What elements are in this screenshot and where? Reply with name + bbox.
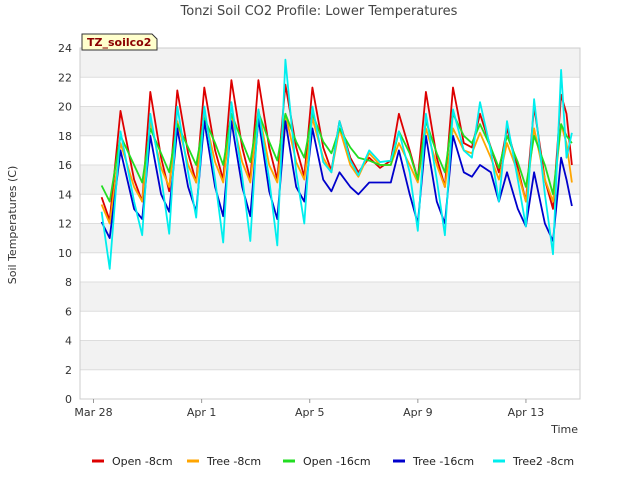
series-line-tree2-8cm — [100, 58, 573, 270]
y-tick-label: 20 — [58, 101, 72, 114]
y-tick-label: 2 — [65, 364, 72, 377]
x-tick-label: Apr 5 — [295, 406, 325, 419]
x-tick-label: Apr 13 — [508, 406, 545, 419]
series-line-tree-16cm — [100, 117, 573, 242]
y-tick-label: 22 — [58, 71, 72, 84]
grid-band — [80, 106, 580, 136]
y-tick-label: 0 — [65, 393, 72, 406]
x-tick-label: Mar 28 — [74, 406, 112, 419]
y-tick-label: 4 — [65, 335, 72, 348]
y-tick-label: 12 — [58, 218, 72, 231]
y-tick-label: 16 — [58, 159, 72, 172]
plot-frame — [79, 47, 581, 400]
x-axis-label: Time — [550, 423, 578, 436]
plot-background-bands — [80, 48, 580, 370]
station-label: TZ_soilco2 — [87, 36, 151, 49]
legend-label-open-8cm: Open -8cm — [112, 455, 173, 468]
legend: Open -8cm Tree -8cm Open -16cm Tree -16cm Tr… — [92, 455, 574, 468]
x-tick-label: Apr 1 — [187, 406, 217, 419]
series-lines — [100, 58, 573, 270]
y-tick-label: 6 — [65, 305, 72, 318]
grid-band — [80, 223, 580, 253]
grid-band — [80, 282, 580, 312]
y-tick-label: 14 — [58, 188, 72, 201]
station-label-box: TZ_soilco2 — [81, 33, 158, 51]
series-line-open-16cm — [100, 111, 573, 203]
y-axis-label: Soil Temperatures (C) — [6, 166, 19, 285]
y-tick-label: 24 — [58, 42, 72, 55]
legend-label-tree-16cm: Tree -16cm — [412, 455, 474, 468]
legend-label-open-16cm: Open -16cm — [303, 455, 371, 468]
chart-title: Tonzi Soil CO2 Profile: Lower Temperatur… — [180, 4, 458, 19]
y-tick-label: 18 — [58, 130, 72, 143]
grid-band — [80, 48, 580, 78]
y-tick-label: 8 — [65, 276, 72, 289]
y-tick-label: 10 — [58, 247, 72, 260]
legend-label-tree-8cm: Tree -8cm — [206, 455, 261, 468]
grid-band — [80, 340, 580, 370]
legend-label-tree2-8cm: Tree2 -8cm — [512, 455, 574, 468]
x-tick-label: Apr 9 — [403, 406, 433, 419]
x-axis-ticks: Mar 28 Apr 1 Apr 5 Apr 9 Apr 13 — [74, 399, 544, 419]
